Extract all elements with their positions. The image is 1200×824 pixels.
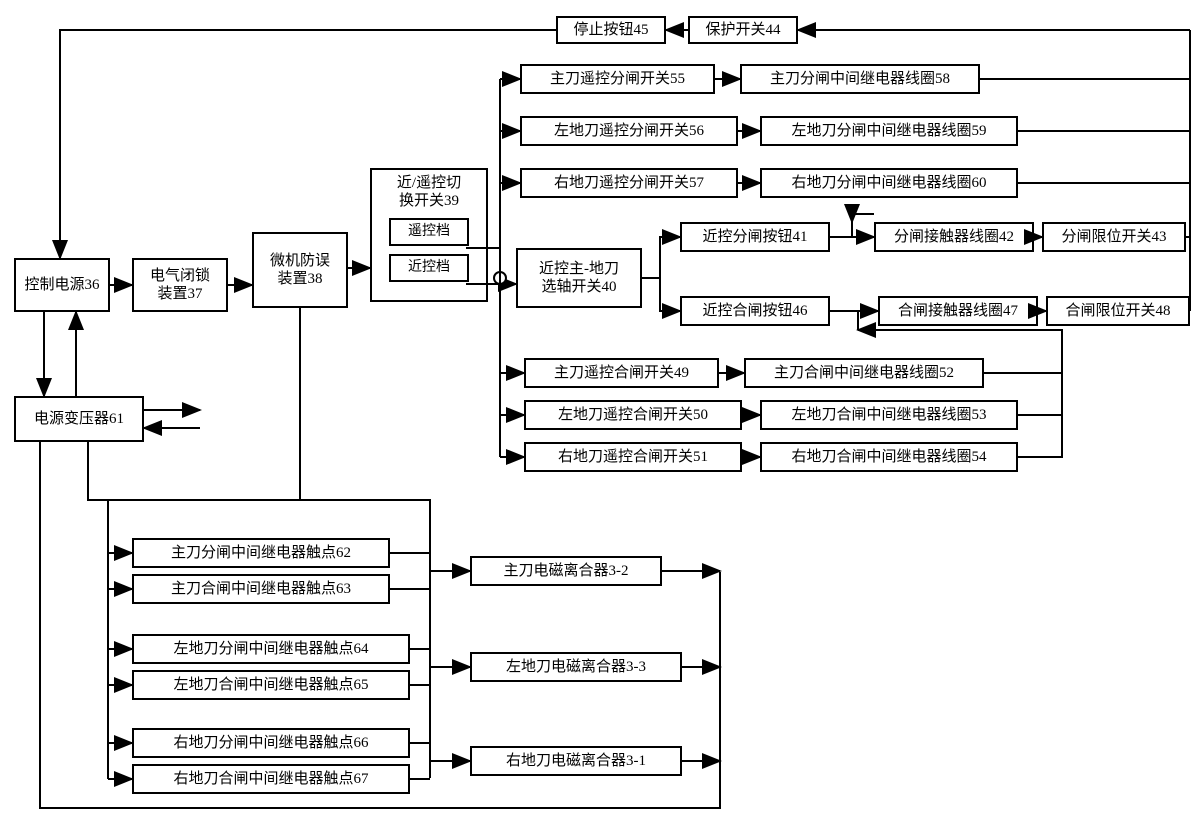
box-ctrl-36: 控制电源36 [14,258,110,312]
box-cont-62: 主刀分闸中间继电器触点62 [132,538,390,568]
box-btn-41: 近控分闸按钮41 [680,222,830,252]
box-coil-59: 左地刀分闸中间继电器线圈59 [760,116,1018,146]
box-rem-56: 左地刀遥控分闸开关56 [520,116,738,146]
diagram-canvas: 停止按钮45 保护开关44 主刀遥控分闸开关55 主刀分闸中间继电器线圈58 左… [0,0,1200,824]
box-coil-54: 右地刀合闸中间继电器线圈54 [760,442,1018,472]
box-rem-51: 右地刀遥控合闸开关51 [524,442,742,472]
box-rem-57: 右地刀遥控分闸开关57 [520,168,738,198]
box-lim-43: 分闸限位开关43 [1042,222,1186,252]
box-lim-48: 合闸限位开关48 [1046,296,1190,326]
box-rem-49: 主刀遥控合闸开关49 [524,358,719,388]
sel-40-l1: 近控主-地刀 [539,260,619,278]
switch-39-title-l1: 近/遥控切 [397,170,461,192]
box-lock-37: 电气闭锁 装置37 [132,258,228,312]
box-coil-47: 合闸接触器线圈47 [878,296,1038,326]
box-cont-65: 左地刀合闸中间继电器触点65 [132,670,410,700]
sel-40-l2: 选轴开关40 [541,278,616,296]
box-clutch-33: 左地刀电磁离合器3-3 [470,652,682,682]
box-cont-63: 主刀合闸中间继电器触点63 [132,574,390,604]
box-clutch-32: 主刀电磁离合器3-2 [470,556,662,586]
switch-39-title-l2: 换开关39 [399,192,459,214]
box-btn-46: 近控合闸按钮46 [680,296,830,326]
box-coil-52: 主刀合闸中间继电器线圈52 [744,358,984,388]
box-coil-53: 左地刀合闸中间继电器线圈53 [760,400,1018,430]
box-cont-67: 右地刀合闸中间继电器触点67 [132,764,410,794]
box-stop-45: 停止按钮45 [556,16,666,44]
switch-39-local: 近控档 [389,254,469,282]
box-sel-40: 近控主-地刀 选轴开关40 [516,248,642,308]
switch-39-remote: 遥控档 [389,218,469,246]
box-cont-66: 右地刀分闸中间继电器触点66 [132,728,410,758]
box-rem-55: 主刀遥控分闸开关55 [520,64,715,94]
box-trans-61: 电源变压器61 [14,396,144,442]
box-coil-58: 主刀分闸中间继电器线圈58 [740,64,980,94]
box-coil-60: 右地刀分闸中间继电器线圈60 [760,168,1018,198]
box-coil-42: 分闸接触器线圈42 [874,222,1034,252]
box-cont-64: 左地刀分闸中间继电器触点64 [132,634,410,664]
box-prot-44: 保护开关44 [688,16,798,44]
box-switch-39: 近/遥控切 换开关39 遥控档 近控档 [370,168,488,302]
box-safe-38: 微机防误 装置38 [252,232,348,308]
box-rem-50: 左地刀遥控合闸开关50 [524,400,742,430]
box-clutch-31: 右地刀电磁离合器3-1 [470,746,682,776]
